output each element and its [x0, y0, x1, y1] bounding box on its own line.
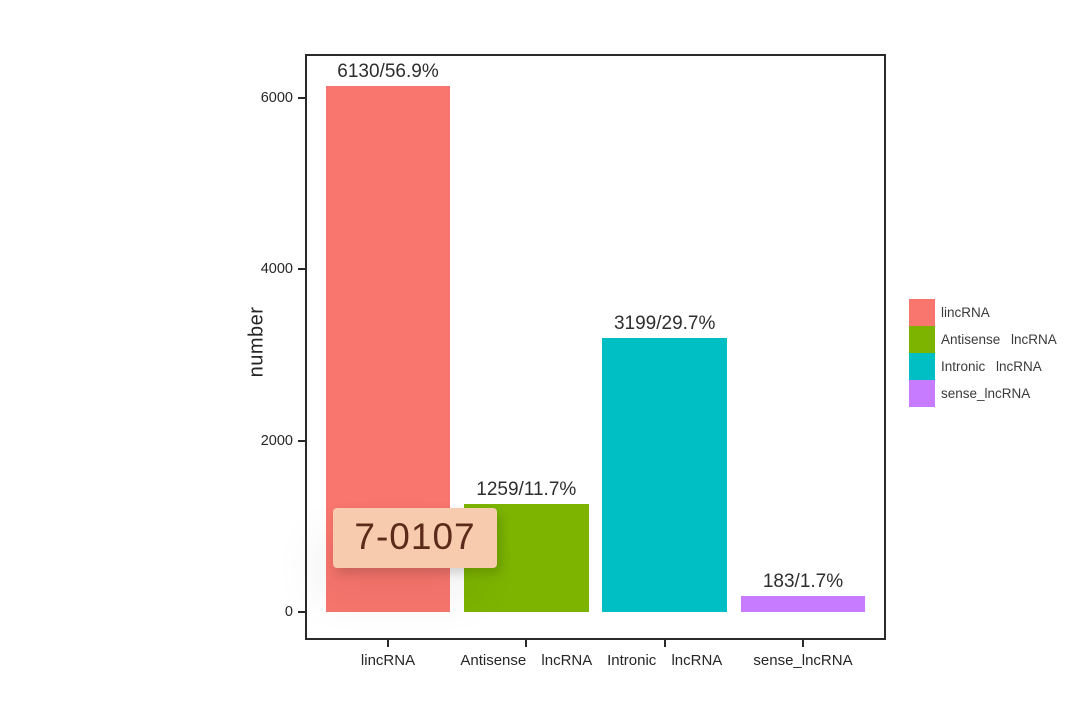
y-axis-tick-label: 2000 [260, 432, 293, 449]
y-axis-tick [298, 96, 305, 99]
y-axis-tick [298, 268, 305, 270]
bar-intronic-lncrna [602, 337, 727, 612]
bar-value-label: 1259/11.7% [476, 479, 577, 500]
legend-item: Intronic lncRNA [909, 353, 1057, 380]
legend-label: lincRNA [941, 305, 990, 320]
legend-swatch [909, 299, 935, 326]
legend-item: Antisense lncRNA [909, 326, 1057, 353]
legend-label: sense_lncRNA [941, 386, 1031, 401]
x-axis-tick-label: Antisense lncRNA [460, 652, 593, 669]
y-axis-tick-label: 4000 [260, 261, 293, 277]
legend-label: Antisense lncRNA [941, 332, 1057, 347]
x-axis-tick-label: Intronic lncRNA [607, 652, 723, 669]
legend-swatch [909, 353, 935, 380]
bar-sense_lncrna [740, 596, 866, 612]
annotation-text: 7-0107 [354, 516, 476, 557]
legend: lincRNA Antisense lncRNA Intronic lncRNA se… [909, 299, 1057, 407]
bar-value-label: 6130/56.9% [337, 61, 439, 83]
annotation-box: 7-0107 [333, 508, 497, 568]
legend-item: lincRNA [909, 299, 1057, 326]
y-axis-tick-label: 6000 [260, 89, 293, 106]
legend-swatch [909, 326, 935, 353]
x-axis-tick [663, 640, 666, 647]
legend-swatch [909, 380, 935, 407]
y-axis-title: number [245, 306, 268, 378]
x-axis-tick [802, 640, 804, 647]
x-axis-tick-label: sense_lncRNA [753, 652, 853, 669]
y-axis-tick-label: 0 [284, 604, 293, 620]
x-axis-tick [387, 640, 389, 647]
bar-value-label: 3199/29.7% [613, 312, 716, 334]
y-axis-tick [298, 439, 305, 442]
legend-label: Intronic lncRNA [941, 359, 1042, 374]
x-axis-tick [525, 640, 528, 647]
y-axis-tick [298, 611, 305, 613]
bar-value-label: 183/1.7% [762, 571, 844, 593]
x-axis-tick-label: lincRNA [360, 652, 416, 669]
legend-item: sense_lncRNA [909, 380, 1057, 407]
